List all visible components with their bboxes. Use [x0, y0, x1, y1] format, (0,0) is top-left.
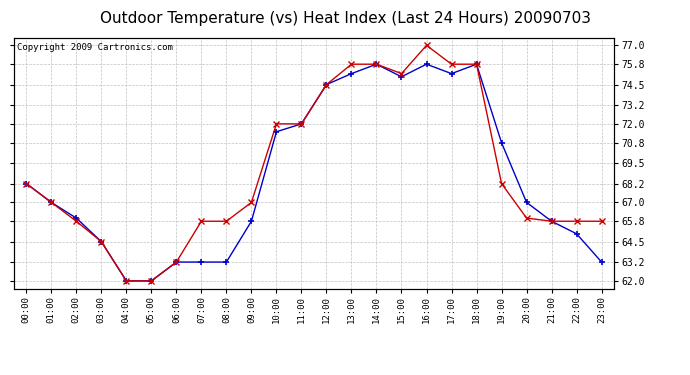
Text: Outdoor Temperature (vs) Heat Index (Last 24 Hours) 20090703: Outdoor Temperature (vs) Heat Index (Las…	[99, 11, 591, 26]
Text: Copyright 2009 Cartronics.com: Copyright 2009 Cartronics.com	[17, 42, 172, 51]
